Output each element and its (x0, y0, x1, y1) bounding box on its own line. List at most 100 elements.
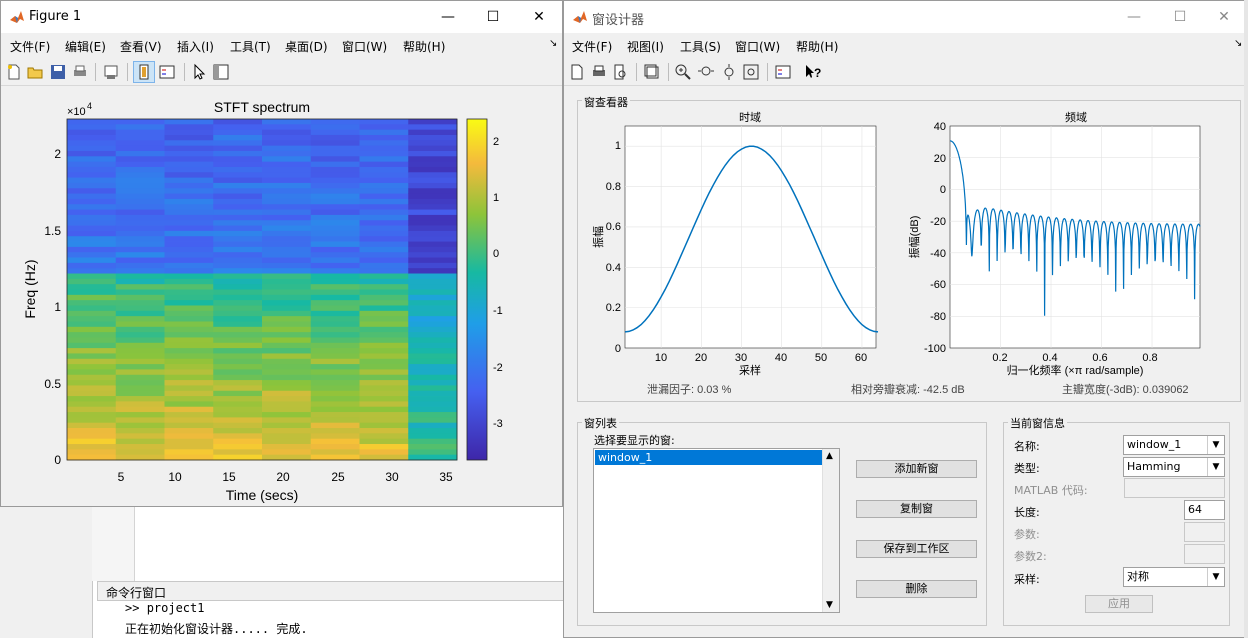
close-icon[interactable]: ✕ (1218, 9, 1230, 25)
legend-icon[interactable] (774, 63, 792, 81)
minimize-icon[interactable]: — (1127, 9, 1141, 25)
colorbar[interactable] (466, 118, 488, 461)
minimize-icon[interactable]: — (441, 9, 455, 25)
name-value: window_1 (1127, 438, 1182, 451)
menu-window[interactable]: 窗口(W) (342, 40, 388, 54)
heatmap-cell (408, 300, 458, 306)
heatmap-cell (213, 406, 263, 413)
heatmap-cell (262, 150, 312, 157)
print-icon[interactable] (71, 63, 89, 81)
heatmap-cell (67, 268, 117, 274)
sampling-select[interactable]: 对称 ▼ (1123, 567, 1225, 587)
whats-this-icon[interactable]: ? (804, 63, 822, 81)
menu-view[interactable]: 视图(I) (627, 40, 664, 54)
open-file-icon[interactable] (26, 63, 44, 81)
heatmap-cell (164, 428, 214, 434)
heatmap-cell (67, 182, 117, 189)
colorbar-icon[interactable] (135, 63, 153, 81)
heatmap-cell (213, 428, 263, 434)
heatmap-cell (310, 337, 360, 344)
heatmap-cell (262, 374, 312, 381)
heatmap-cell (408, 353, 458, 360)
length-field[interactable]: 64 (1184, 500, 1225, 520)
heatmap-cell (67, 257, 117, 264)
heatmap-cell (67, 145, 117, 152)
heatmap-cell (115, 401, 165, 408)
zoom-in-icon[interactable] (674, 63, 692, 81)
edit-plot-arrow-icon[interactable] (190, 63, 208, 81)
x-tick-label: 30 (735, 352, 747, 364)
zoom-x-icon[interactable] (697, 63, 715, 81)
heatmap-cell (310, 390, 360, 397)
dock-arrow-icon[interactable]: ↘ (1234, 38, 1243, 49)
heatmap-cell (213, 129, 263, 136)
zoom-y-icon[interactable] (720, 63, 738, 81)
new-icon[interactable] (568, 63, 586, 81)
heatmap-cell (359, 449, 409, 456)
menu-insert[interactable]: 插入(I) (177, 40, 214, 54)
heatmap-cell (310, 417, 360, 424)
time-y-ticks: 0 0.2 0.4 0.6 0.8 1 (606, 140, 621, 355)
heatmap-cell (115, 428, 165, 434)
heatmap-cell (408, 204, 458, 210)
heatmap-cell (164, 326, 214, 333)
listbox-scrollbar[interactable]: ▲ ▼ (822, 449, 839, 612)
window-viewer-group (577, 100, 1241, 402)
figure-titlebar[interactable]: Figure 1 — ☐ ✕ (1, 1, 562, 33)
menu-file[interactable]: 文件(F) (572, 40, 613, 54)
window-listbox[interactable]: window_1 ▲ ▼ (593, 448, 840, 613)
maximize-icon[interactable]: ☐ (1173, 9, 1187, 25)
save-to-workspace-button[interactable]: 保存到工作区 (856, 540, 977, 558)
menu-view[interactable]: 查看(V) (120, 40, 162, 54)
heatmap-cell (67, 412, 117, 418)
heatmap-cell (67, 198, 117, 205)
heatmap-cell (359, 204, 409, 210)
new-figure-icon[interactable] (5, 63, 23, 81)
chevron-down-icon[interactable]: ▼ (1207, 568, 1224, 586)
maximize-icon[interactable]: ☐ (486, 9, 500, 25)
link-plot-icon[interactable] (102, 63, 120, 81)
x-tick-labels: 5 10 15 20 25 30 35 (118, 470, 453, 484)
menu-file[interactable]: 文件(F) (10, 40, 51, 54)
close-icon[interactable]: ✕ (533, 9, 545, 25)
heatmap-cell (408, 449, 458, 456)
zoom-fit-icon[interactable] (742, 63, 760, 81)
print-icon[interactable] (590, 63, 608, 81)
chevron-down-icon[interactable]: ▼ (1207, 436, 1224, 454)
scroll-down-icon[interactable]: ▼ (826, 600, 833, 610)
menu-help[interactable]: 帮助(H) (796, 40, 839, 54)
apply-button[interactable]: 应用 (1085, 595, 1153, 613)
name-field[interactable]: window_1 ▼ (1123, 435, 1225, 455)
scroll-up-icon[interactable]: ▲ (826, 451, 833, 461)
property-inspector-icon[interactable] (212, 63, 230, 81)
heatmap-cell (262, 396, 312, 402)
menu-tools[interactable]: 工具(S) (680, 40, 721, 54)
list-item[interactable]: window_1 (595, 450, 824, 465)
menu-desktop[interactable]: 桌面(D) (285, 40, 328, 54)
menu-edit[interactable]: 编辑(E) (65, 40, 106, 54)
legend-icon[interactable] (158, 63, 176, 81)
heatmap-cell (408, 454, 458, 461)
add-window-button[interactable]: 添加新窗 (856, 460, 977, 478)
full-view-icon[interactable] (643, 63, 661, 81)
dock-arrow-icon[interactable]: ↘ (549, 38, 558, 49)
menu-window[interactable]: 窗口(W) (735, 40, 781, 54)
heatmap-cell (310, 438, 360, 445)
heatmap-cell (310, 374, 360, 381)
type-select[interactable]: Hamming ▼ (1123, 457, 1225, 477)
menu-tools[interactable]: 工具(T) (230, 40, 271, 54)
copy-window-button[interactable]: 复制窗 (856, 500, 977, 518)
heatmap-cell (262, 300, 312, 306)
chevron-down-icon[interactable]: ▼ (1207, 458, 1224, 476)
delete-window-button[interactable]: 删除 (856, 580, 977, 598)
print-preview-icon[interactable] (611, 63, 629, 81)
command-window-content[interactable]: >> project1 正在初始化窗设计器..... 完成. (97, 601, 564, 638)
x-tick-label: 60 (855, 352, 867, 364)
designer-titlebar[interactable]: 窗设计器 — ☐ ✕ (564, 1, 1247, 33)
heatmap-cell (359, 124, 409, 131)
save-icon[interactable] (49, 63, 67, 81)
heatmap-cell (408, 380, 458, 386)
menu-help[interactable]: 帮助(H) (403, 40, 446, 54)
heatmap-cell (310, 289, 360, 296)
heatmap-cell (115, 156, 165, 163)
